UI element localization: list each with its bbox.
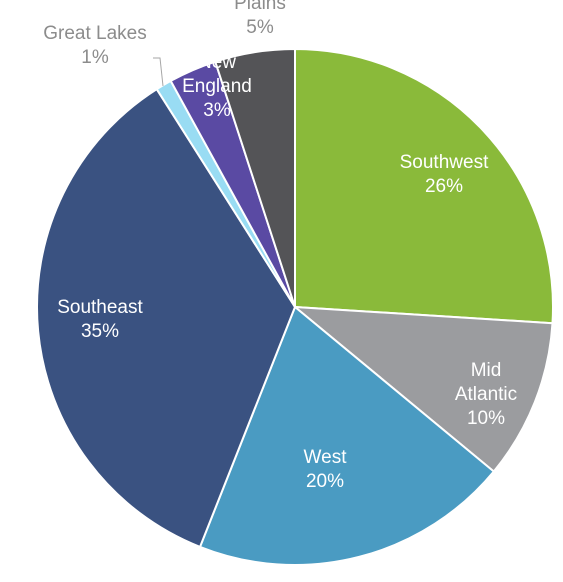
slice-labels: Southwest 26% Mid Atlantic 10% West 20% Southea… bbox=[43, 0, 517, 492]
slice-percent: 26% bbox=[425, 176, 463, 197]
data-label-plains: Plains 5% bbox=[234, 0, 286, 38]
data-label-new-england: New England 3% bbox=[182, 52, 252, 121]
slice-name: Southwest bbox=[400, 152, 489, 173]
slice-name: Mid bbox=[471, 360, 502, 381]
slice-percent: 10% bbox=[467, 408, 505, 429]
data-label-southwest: Southwest 26% bbox=[400, 152, 489, 197]
slice-name: Atlantic bbox=[455, 384, 517, 405]
slice-percent: 20% bbox=[306, 471, 344, 492]
slice-name: Southeast bbox=[57, 297, 143, 318]
slice-percent: 35% bbox=[81, 321, 119, 342]
pie-slices bbox=[36, 48, 554, 566]
leader-lines bbox=[153, 57, 164, 87]
data-label-mid-atlantic: Mid Atlantic 10% bbox=[455, 360, 517, 429]
slice-name: New bbox=[198, 52, 236, 73]
slice-percent: 1% bbox=[81, 47, 109, 68]
pie-slice-southeast bbox=[36, 88, 296, 548]
slice-name: Great Lakes bbox=[43, 23, 147, 44]
slice-name: West bbox=[304, 447, 348, 468]
data-label-west: West 20% bbox=[304, 447, 348, 492]
slice-name: Plains bbox=[234, 0, 286, 14]
pie-slice-west bbox=[199, 306, 495, 566]
slice-percent: 3% bbox=[203, 100, 231, 121]
pie-slice-plains bbox=[214, 48, 296, 308]
pie-slice-southwest bbox=[294, 48, 554, 325]
data-label-great-lakes: Great Lakes 1% bbox=[43, 23, 147, 68]
leader-line-great-lakes bbox=[153, 57, 164, 87]
slice-percent: 5% bbox=[246, 17, 274, 38]
pie-slice-mid-atlantic bbox=[294, 306, 554, 473]
data-label-southeast: Southeast 35% bbox=[57, 297, 143, 342]
slice-name: England bbox=[182, 76, 252, 97]
